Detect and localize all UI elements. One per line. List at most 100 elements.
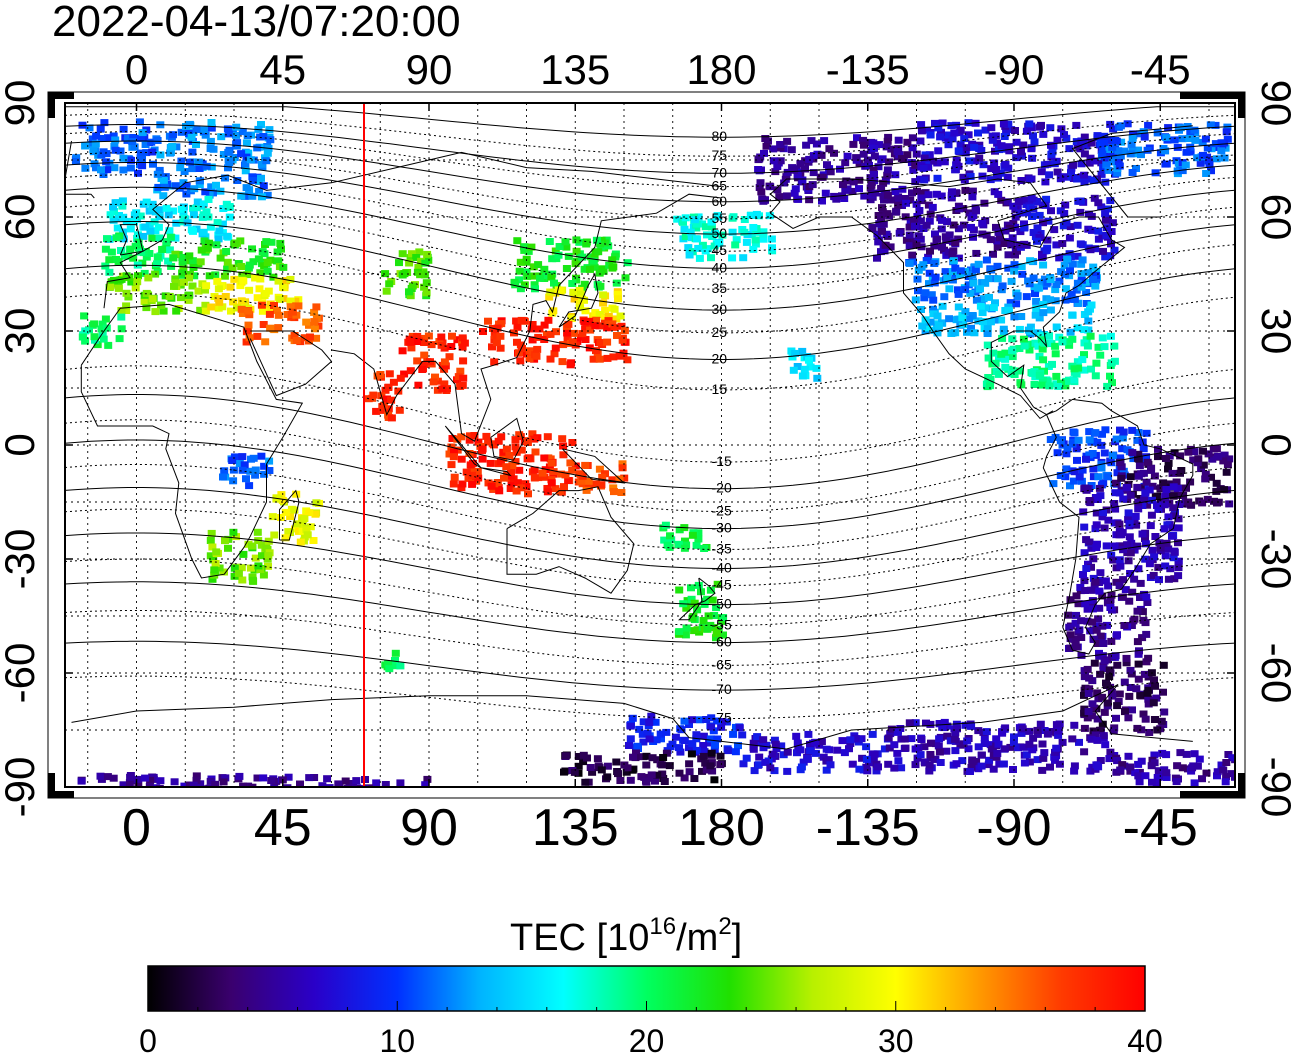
tec-cell	[965, 315, 974, 323]
tec-cell	[1077, 617, 1086, 625]
tec-cell	[1164, 575, 1173, 583]
tec-cell	[126, 164, 135, 172]
tec-cell	[1106, 748, 1115, 756]
frame-corner-bars	[47, 91, 1246, 799]
tec-cell	[225, 203, 234, 210]
tec-cell	[1076, 208, 1085, 216]
tec-cell	[699, 752, 708, 760]
tec-cell	[942, 747, 951, 755]
tec-cell	[1186, 478, 1195, 486]
tec-cell	[599, 299, 608, 307]
tec-cell	[384, 660, 393, 668]
tec-cell	[579, 751, 588, 759]
tec-cell	[972, 296, 981, 304]
tec-cell	[980, 199, 989, 207]
magnetic-latitude-label: 35	[712, 280, 728, 296]
tec-cell	[1079, 138, 1088, 146]
tec-cell	[1101, 577, 1110, 585]
tec-cell	[516, 285, 525, 293]
tec-cell	[912, 200, 921, 208]
tec-cell	[728, 254, 737, 262]
tec-cell	[749, 739, 758, 747]
tec-cell	[112, 234, 121, 242]
tec-cell	[493, 479, 502, 486]
tec-cell	[1009, 766, 1017, 773]
tec-cell	[311, 510, 320, 518]
tec-cell	[179, 264, 188, 272]
tec-cell	[405, 259, 414, 267]
tec-cell	[573, 337, 582, 345]
tec-cell	[702, 716, 711, 723]
tec-cell	[554, 251, 563, 259]
tec-cell	[1035, 234, 1044, 242]
magnetic-latitude-label: -65	[712, 656, 732, 672]
tec-cell	[1087, 735, 1096, 743]
tec-cell	[886, 730, 895, 738]
tec-cell	[1145, 729, 1154, 736]
tec-cell	[542, 272, 551, 280]
tec-cell	[961, 721, 970, 729]
tec-cell	[1114, 147, 1123, 155]
tec-cell	[799, 758, 808, 766]
tec-cell	[978, 230, 987, 238]
tec-cell	[511, 436, 520, 444]
tec-cell	[459, 374, 468, 382]
tec-cell	[1084, 708, 1093, 715]
tec-cell	[1022, 209, 1031, 217]
y-tick-label-right: -90	[1253, 757, 1294, 818]
tec-cell	[214, 294, 223, 302]
tec-cell	[1134, 146, 1143, 154]
tec-cell	[911, 161, 920, 169]
tec-cell	[813, 150, 822, 158]
tec-cell	[251, 471, 260, 479]
tec-cell	[917, 194, 926, 202]
tec-cell	[932, 190, 941, 198]
tec-cell	[158, 246, 167, 253]
tec-cell	[153, 137, 162, 144]
tec-cell	[1073, 456, 1081, 464]
tec-cell	[1016, 367, 1024, 375]
tec-cell	[865, 161, 873, 169]
coastline	[80, 303, 304, 579]
tec-cell	[1170, 136, 1179, 144]
magnetic-latitude-contour	[65, 610, 1235, 666]
tec-cell	[194, 287, 203, 295]
tec-cell	[618, 460, 627, 468]
tec-cell	[187, 133, 196, 141]
tec-cell	[440, 358, 449, 366]
tec-cell	[179, 210, 188, 218]
tec-cell	[796, 746, 805, 754]
tec-cell	[570, 768, 579, 776]
tec-cell	[159, 307, 168, 315]
tec-cell	[420, 271, 429, 279]
tec-cell	[916, 137, 925, 145]
tec-cell	[658, 770, 667, 778]
tec-cell	[245, 286, 254, 294]
tec-cell	[424, 332, 433, 340]
tec-cell	[381, 386, 390, 394]
tec-cell	[881, 241, 890, 249]
tec-cell	[1094, 763, 1103, 771]
tec-cell	[647, 712, 656, 720]
tec-cell	[1162, 455, 1170, 462]
tec-cell	[1043, 160, 1052, 168]
tec-cell	[713, 735, 722, 743]
tec-cell	[265, 457, 274, 465]
tec-cell	[800, 365, 809, 373]
tec-cell	[496, 458, 505, 466]
tec-cell	[1075, 738, 1083, 746]
tec-cell	[459, 357, 468, 365]
tec-cell	[1113, 702, 1122, 710]
tec-cell	[1190, 779, 1199, 787]
tec-cell	[90, 333, 99, 341]
tec-cell	[290, 332, 299, 339]
tec-cell	[540, 321, 549, 329]
tec-cell	[1085, 451, 1094, 459]
tec-cell	[771, 168, 780, 176]
tec-cell	[801, 165, 809, 173]
tec-cell	[1080, 485, 1089, 493]
tec-cell	[180, 782, 189, 787]
tec-cell	[513, 237, 522, 245]
tec-cell	[396, 779, 405, 787]
tec-cell	[956, 126, 965, 134]
